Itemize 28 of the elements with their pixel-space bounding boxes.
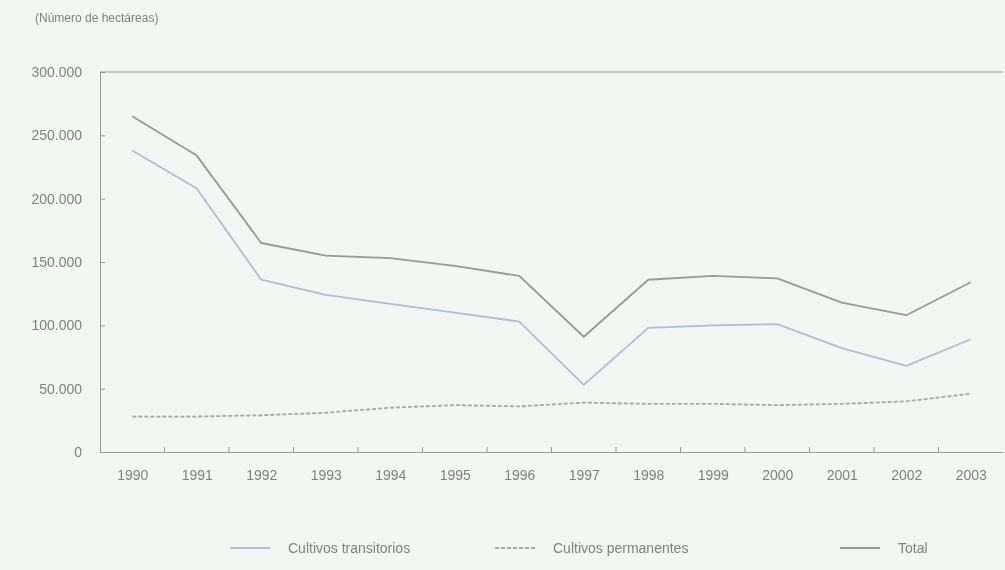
y-tick-label: 250.000 — [31, 127, 83, 144]
legend-label: Cultivos transitorios — [288, 540, 411, 556]
x-tick-label: 1991 — [181, 466, 214, 483]
x-tick-label: 1995 — [439, 466, 472, 483]
y-tick-label: 300.000 — [31, 63, 83, 80]
x-tick-label: 2003 — [955, 466, 988, 483]
y-tick-label: 150.000 — [31, 253, 83, 270]
x-tick-label: 2002 — [891, 466, 923, 483]
x-tick-label: 1998 — [633, 466, 665, 483]
x-tick-label: 1994 — [375, 466, 407, 483]
legend-label: Cultivos permanentes — [553, 540, 689, 556]
x-tick-label: 1990 — [117, 466, 149, 483]
x-tick-label: 1993 — [310, 466, 343, 483]
x-tick-label: 1997 — [568, 466, 601, 483]
line-series — [131, 392, 972, 418]
x-tick-label: 1996 — [504, 466, 536, 483]
x-tick-label: 1999 — [697, 466, 730, 483]
y-tick-label: 100.000 — [31, 317, 83, 334]
line-series — [131, 115, 972, 338]
x-tick-label: 2000 — [762, 466, 794, 483]
y-tick-label: 200.000 — [31, 190, 83, 207]
line-series — [131, 149, 972, 386]
y-tick-label: 0 — [74, 443, 83, 460]
y-axis-title: (Número de hectáreas) — [35, 11, 159, 25]
x-tick-label: 2001 — [826, 466, 859, 483]
legend-label: Total — [898, 540, 928, 556]
y-tick-label: 50.000 — [39, 380, 83, 397]
x-tick-label: 1992 — [246, 466, 278, 483]
